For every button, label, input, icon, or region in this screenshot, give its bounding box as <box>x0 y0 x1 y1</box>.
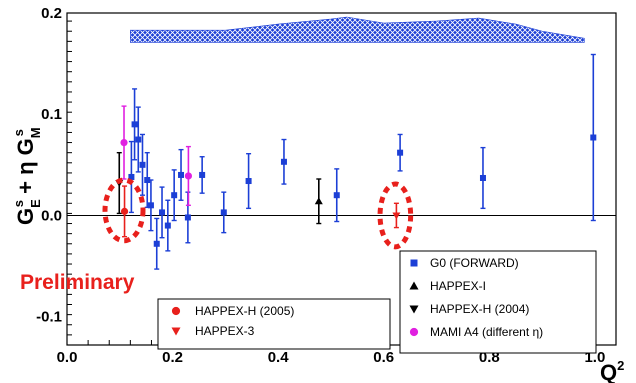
x-label-main: Q <box>600 360 617 383</box>
point-s0-p6 <box>153 240 160 247</box>
y-label-part1-sub: E <box>28 199 43 208</box>
legend-left-box <box>157 298 391 350</box>
point-s0-p2 <box>135 136 142 143</box>
y-label-part2: + η G <box>13 138 38 200</box>
y-tick-label-0: -0.1 <box>36 309 62 326</box>
legend-right: G0 (FORWARD) HAPPEX-I HAPPEX-H (2004) MAMI … <box>399 250 597 354</box>
point-s0-p7 <box>159 209 166 216</box>
point-s0-p19 <box>590 134 597 141</box>
point-s0-p11 <box>184 214 191 221</box>
point-s0-p14 <box>245 178 252 185</box>
y-tick-label-3: 0.2 <box>41 5 62 22</box>
legend-right-marker-1 <box>409 281 419 290</box>
x-tick-label-0: 0.0 <box>57 349 78 366</box>
legend-right-label-3: MAMI A4 (different η) <box>430 325 543 339</box>
series-5 <box>392 202 401 229</box>
legend-right-marker-0 <box>410 259 418 267</box>
series-4 <box>120 185 129 238</box>
y-tick-label-2: 0.1 <box>41 106 62 123</box>
point-s5-p0 <box>392 212 401 220</box>
y-label-part2-sub: M <box>28 127 43 138</box>
point-s0-p10 <box>178 171 185 178</box>
point-s0-p4 <box>144 177 151 184</box>
point-s3-p0 <box>120 138 128 147</box>
series-0 <box>128 53 597 270</box>
y-label-part1: G <box>13 208 38 225</box>
x-tick-label-2: 0.4 <box>268 349 290 366</box>
y-label-part1-sup: s <box>11 200 26 207</box>
legend-right-label-2: HAPPEX-H (2004) <box>430 302 529 316</box>
point-s0-p8 <box>164 222 171 229</box>
point-s0-p3 <box>139 161 146 168</box>
x-tick-label-3: 0.6 <box>373 349 394 366</box>
x-tick-label-1: 0.2 <box>162 349 183 366</box>
legend-right-marker-3 <box>409 327 419 337</box>
legend-left-label-0: HAPPEX-H (2005) <box>195 304 294 318</box>
point-s0-p1 <box>131 121 138 128</box>
point-s0-p18 <box>479 174 486 181</box>
highlight-circle-0 <box>102 177 146 244</box>
series-1 <box>314 178 323 225</box>
x-label-sup: 2 <box>617 358 624 373</box>
legend-left-label-1: HAPPEX-3 <box>195 324 255 338</box>
legend-right-label-1: HAPPEX-I <box>430 279 486 293</box>
y-label-part2-sup: s <box>11 129 26 136</box>
x-axis-label: Q2 <box>600 358 624 383</box>
y-axis-label: GEs + η GMs <box>11 127 43 225</box>
point-s4-p0 <box>120 207 129 215</box>
point-s0-p9 <box>171 192 178 199</box>
legend-left: HAPPEX-H (2005) HAPPEX-3 <box>157 298 391 350</box>
highlight-circle-1 <box>377 181 414 250</box>
point-s0-p17 <box>397 149 404 156</box>
y-tick-label-1: 0.0 <box>41 207 62 224</box>
point-s3-p1 <box>184 172 193 180</box>
point-s0-p12 <box>199 171 206 178</box>
legend-left-marker-0 <box>171 306 181 316</box>
point-s1-p0 <box>314 197 323 205</box>
point-s0-p15 <box>280 158 287 165</box>
legend-right-label-0: G0 (FORWARD) <box>430 256 519 270</box>
point-s0-p0 <box>128 173 135 180</box>
legend-left-marker-1 <box>171 327 181 336</box>
systematic-error-band <box>130 16 585 43</box>
preliminary-annotation: Preliminary <box>20 271 135 294</box>
legend-right-box <box>399 250 597 354</box>
point-s0-p13 <box>220 209 227 216</box>
legend-right-marker-2 <box>409 305 419 314</box>
series-3 <box>120 105 193 207</box>
point-s0-p16 <box>333 192 340 199</box>
point-s0-p5 <box>147 202 154 209</box>
